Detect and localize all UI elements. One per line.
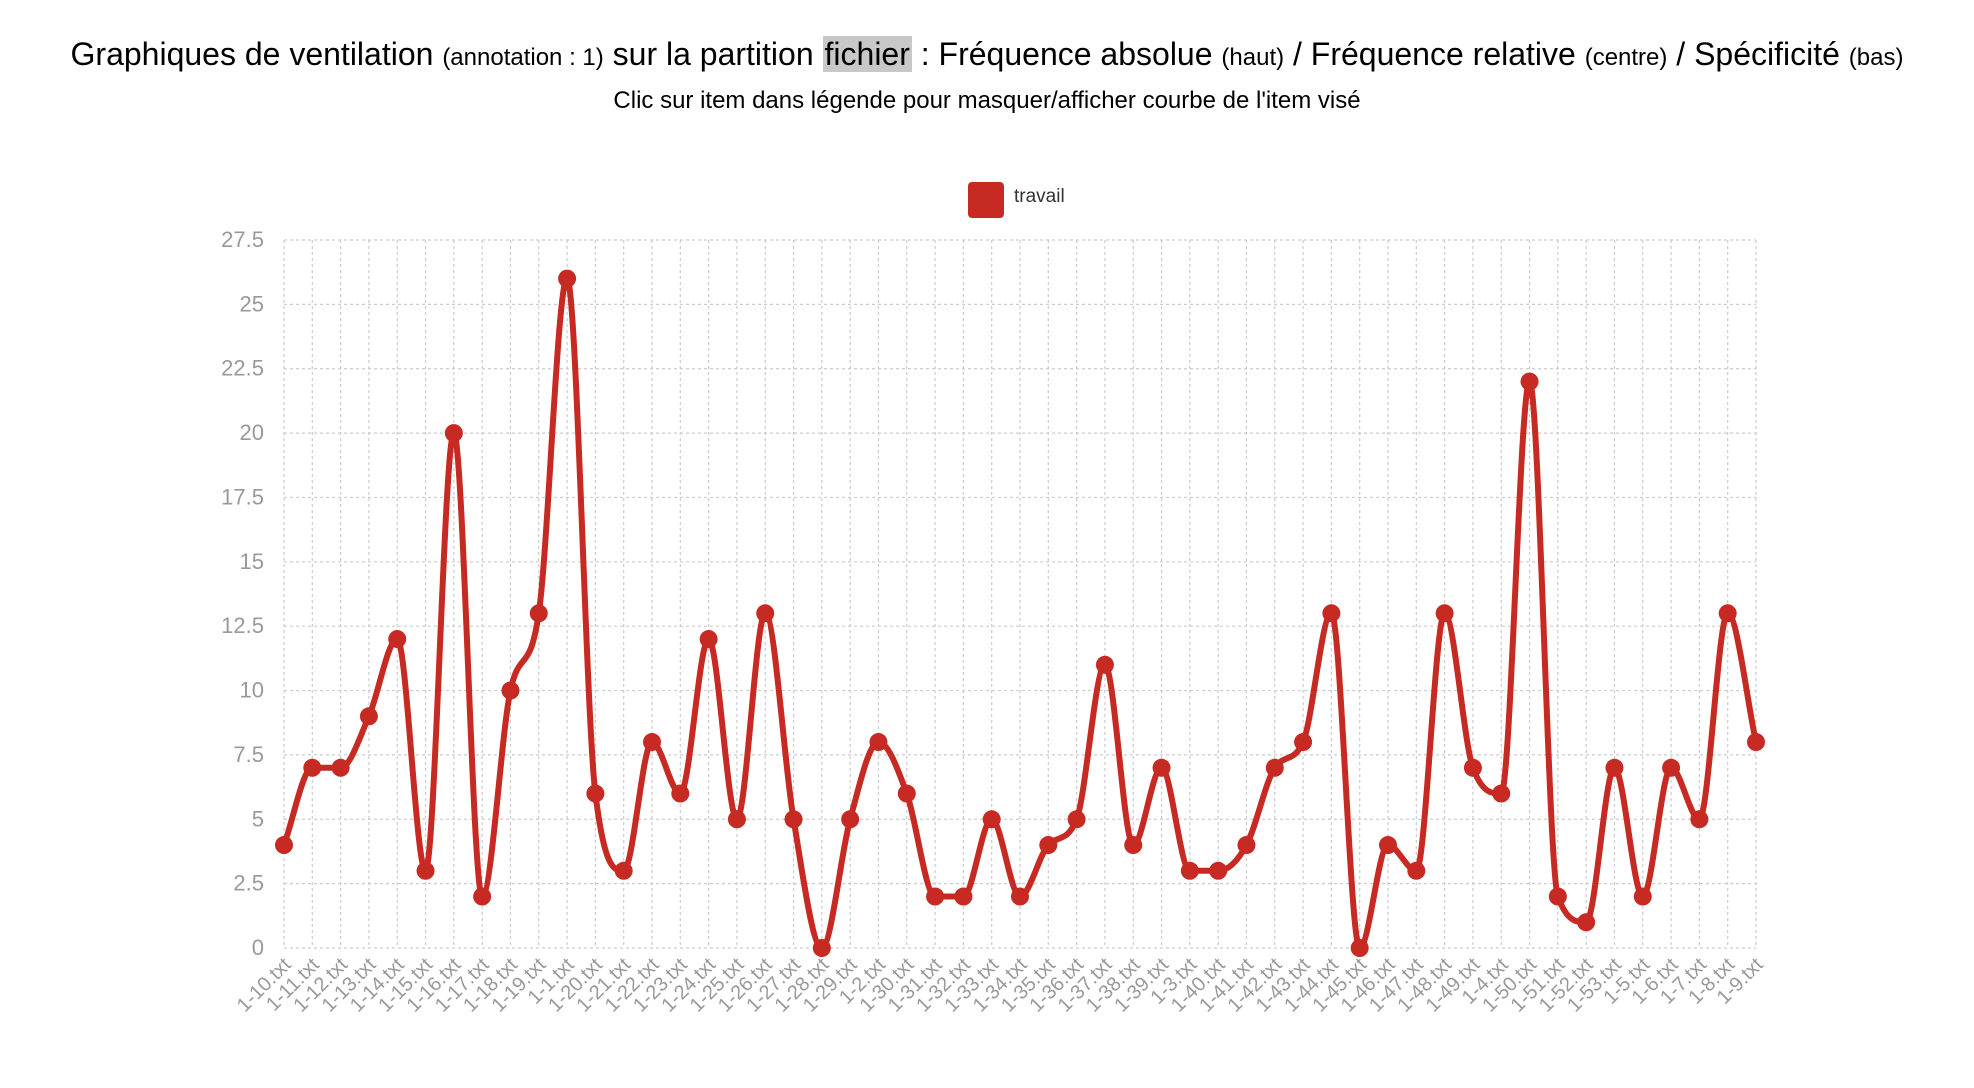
data-point-1-38.txt[interactable] [1124, 836, 1143, 855]
y-tick-label: 20 [240, 420, 264, 445]
y-tick-label: 12.5 [221, 613, 264, 638]
title-part-partition: sur la partition [612, 36, 814, 72]
data-point-1-11.txt[interactable] [303, 758, 322, 777]
title-part-centre: (centre) [1584, 44, 1668, 71]
data-point-1-15.txt[interactable] [416, 861, 435, 880]
data-point-1-7.txt[interactable] [1690, 810, 1709, 829]
data-point-1-43.txt[interactable] [1294, 733, 1313, 752]
title-part-bas: (bas) [1848, 44, 1904, 71]
legend-label[interactable]: travail [1014, 186, 1065, 207]
data-point-1-48.txt[interactable] [1435, 604, 1454, 623]
data-point-1-33.txt[interactable] [982, 810, 1001, 829]
data-point-1-2.txt[interactable] [869, 733, 888, 752]
data-point-1-46.txt[interactable] [1379, 836, 1397, 855]
data-point-1-36.txt[interactable] [1067, 810, 1086, 829]
data-point-1-39.txt[interactable] [1152, 758, 1171, 777]
title-part-haut: (haut) [1221, 44, 1285, 71]
y-tick-label: 5 [252, 806, 264, 831]
title-part-freq-relative: / Fréquence relative [1293, 36, 1576, 72]
data-point-1-30.txt[interactable] [897, 784, 916, 803]
title-part-freq-absolue: : Fréquence absolue [920, 36, 1213, 72]
data-point-1-9.txt[interactable] [1747, 733, 1765, 752]
grid [283, 239, 1757, 949]
legend[interactable]: travail [968, 182, 1065, 218]
series-travail [275, 269, 1765, 957]
title-part-specificite: / Spécificité [1676, 36, 1840, 72]
data-point-1-35.txt[interactable] [1039, 836, 1058, 855]
data-point-1-20.txt[interactable] [586, 784, 605, 803]
data-point-1-16.txt[interactable] [444, 424, 463, 443]
data-point-1-28.txt[interactable] [812, 939, 831, 957]
data-point-1-52.txt[interactable] [1577, 913, 1596, 932]
title-part-annotation: (annotation : 1) [442, 44, 604, 71]
data-point-1-31.txt[interactable] [926, 887, 945, 906]
chart-title: Graphiques de ventilation (annotation : … [0, 30, 1974, 82]
data-point-1-49.txt[interactable] [1463, 758, 1482, 777]
legend-swatch[interactable] [968, 182, 1004, 218]
x-axis-ticks: 1-10.txt1-11.txt1-12.txt1-13.txt1-14.txt… [233, 954, 1768, 1017]
data-point-1-51.txt[interactable] [1548, 887, 1567, 906]
data-point-1-4.txt[interactable] [1492, 784, 1511, 803]
data-point-1-47.txt[interactable] [1407, 861, 1426, 880]
data-point-1-34.txt[interactable] [1011, 887, 1029, 906]
y-tick-label: 27.5 [221, 227, 264, 252]
y-axis-ticks: 0 2.5 5 7.5 10 12.5 15 17.5 20 22.5 25 27.5 [221, 227, 264, 960]
data-point-1-24.txt[interactable] [699, 630, 718, 649]
data-point-1-41.txt[interactable] [1237, 836, 1256, 855]
chart-header: Graphiques de ventilation (annotation : … [0, 30, 1974, 118]
data-point-1-27.txt[interactable] [784, 810, 803, 829]
data-point-1-26.txt[interactable] [756, 604, 775, 623]
data-point-1-37.txt[interactable] [1095, 655, 1114, 674]
data-point-1-29.txt[interactable] [841, 810, 860, 829]
title-part-graphiques: Graphiques de ventilation [70, 36, 434, 72]
data-point-1-45.txt[interactable] [1350, 939, 1369, 957]
data-point-1-53.txt[interactable] [1605, 758, 1624, 777]
y-tick-label: 15 [240, 549, 264, 574]
data-point-1-5.txt[interactable] [1633, 887, 1652, 906]
data-point-1-13.txt[interactable] [359, 707, 378, 726]
data-point-1-32.txt[interactable] [954, 887, 973, 906]
data-point-1-14.txt[interactable] [388, 630, 407, 649]
data-point-1-50.txt[interactable] [1520, 372, 1539, 391]
y-tick-label: 2.5 [233, 871, 264, 896]
data-point-1-44.txt[interactable] [1322, 604, 1341, 623]
data-point-1-18.txt[interactable] [501, 681, 520, 700]
y-tick-label: 17.5 [221, 484, 264, 509]
data-point-1-6.txt[interactable] [1662, 758, 1681, 777]
data-point-1-22.txt[interactable] [643, 733, 661, 752]
chart-subtitle: Clic sur item dans légende pour masquer/… [613, 87, 1361, 114]
y-tick-label: 10 [240, 678, 264, 703]
data-point-1-25.txt[interactable] [727, 810, 746, 829]
data-point-1-12.txt[interactable] [331, 758, 350, 777]
data-point-1-8.txt[interactable] [1718, 604, 1737, 623]
data-point-1-1.txt[interactable] [558, 269, 577, 288]
title-part-fichier: fichier [822, 36, 912, 72]
y-tick-label: 25 [240, 291, 264, 316]
data-point-1-10.txt[interactable] [275, 836, 293, 855]
data-point-1-40.txt[interactable] [1209, 861, 1228, 880]
y-tick-label: 22.5 [221, 356, 264, 381]
data-point-1-42.txt[interactable] [1265, 758, 1284, 777]
y-tick-label: 7.5 [233, 742, 264, 767]
data-point-1-23.txt[interactable] [671, 784, 690, 803]
data-point-1-17.txt[interactable] [473, 887, 492, 906]
data-point-1-19.txt[interactable] [529, 604, 548, 623]
data-point-1-3.txt[interactable] [1180, 861, 1199, 880]
y-tick-label: 0 [252, 935, 264, 960]
data-point-1-21.txt[interactable] [614, 861, 633, 880]
